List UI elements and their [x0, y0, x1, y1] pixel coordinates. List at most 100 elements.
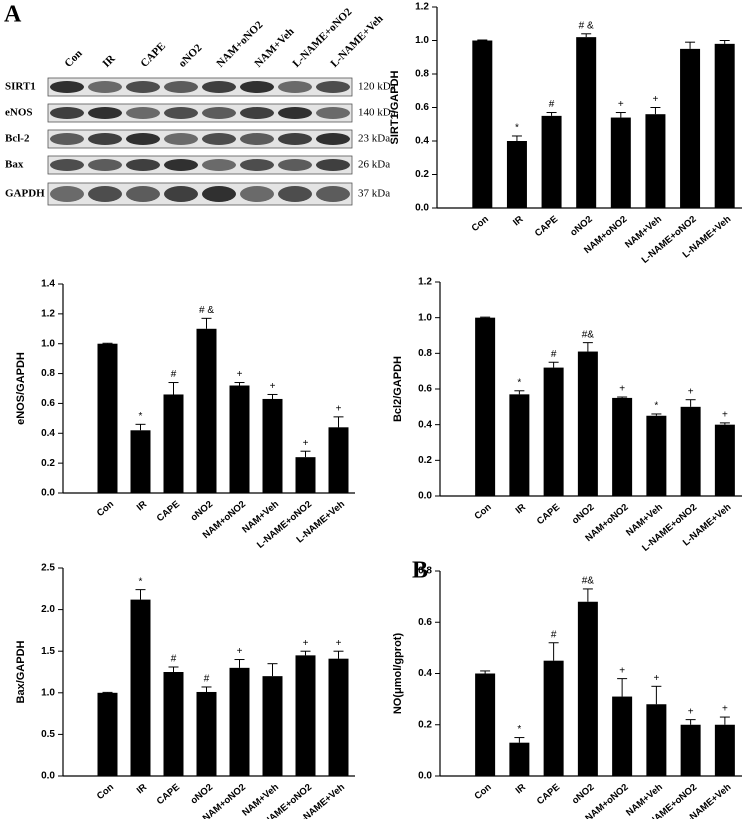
bar	[680, 724, 701, 776]
blot-strip	[47, 155, 353, 175]
bar	[328, 658, 349, 776]
bar	[576, 37, 597, 209]
bar	[328, 427, 349, 493]
significance-mark: +	[653, 673, 659, 684]
bar	[262, 676, 283, 776]
blot-band	[126, 133, 160, 145]
y-tick-label: 0.0	[41, 488, 55, 499]
band-label: Bcl-2	[5, 133, 30, 145]
significance-mark: # &	[199, 305, 214, 316]
blot-band	[316, 133, 350, 145]
bar	[130, 430, 151, 493]
significance-mark: *	[139, 411, 143, 422]
bar	[97, 343, 118, 493]
x-tick-label: CAPE	[155, 782, 182, 807]
significance-mark: +	[270, 381, 276, 392]
band-size: 37 kDa	[358, 188, 390, 200]
bar	[130, 599, 151, 776]
bar	[714, 43, 735, 208]
blot-band	[240, 186, 274, 202]
x-tick-label: Con	[95, 499, 116, 519]
x-tick-label: IR	[135, 782, 149, 797]
lane-label: oNO2	[176, 42, 204, 70]
blot-band	[316, 159, 350, 171]
bar	[506, 141, 527, 208]
blot-band	[202, 107, 236, 119]
bar	[295, 457, 316, 493]
bar	[229, 667, 250, 776]
bar	[295, 655, 316, 776]
bar	[475, 317, 496, 496]
bar	[475, 673, 496, 776]
band-size: 23 kDa	[358, 133, 390, 145]
bar	[541, 115, 562, 208]
bar	[543, 660, 564, 776]
x-tick-label: CAPE	[535, 502, 562, 527]
blot-band	[88, 159, 122, 171]
y-tick-label: 1.0	[41, 338, 55, 349]
significance-mark: #&	[582, 576, 595, 587]
x-tick-label: Con	[472, 502, 493, 522]
y-tick-label: 0.6	[418, 617, 432, 628]
y-tick-label: 1.0	[415, 35, 429, 46]
bar	[577, 351, 598, 496]
bar	[543, 367, 564, 496]
bar	[645, 114, 666, 208]
blot-band	[278, 107, 312, 119]
blot-band	[164, 107, 198, 119]
panel-label: A	[4, 2, 22, 28]
blot-strip	[47, 182, 353, 206]
bar	[714, 724, 735, 776]
bar	[714, 424, 735, 496]
blot-band	[126, 81, 160, 93]
blot-band	[278, 159, 312, 171]
blot-band	[278, 186, 312, 202]
y-tick-label: 1.2	[41, 308, 55, 319]
y-tick-label: 0.4	[415, 136, 429, 147]
significance-mark: +	[618, 99, 624, 110]
y-tick-label: 0.4	[418, 668, 432, 679]
blot-band	[202, 159, 236, 171]
x-tick-label: oNO2	[570, 502, 596, 527]
lane-label: IR	[100, 52, 118, 70]
band-label: GAPDH	[5, 188, 45, 200]
bar	[196, 328, 217, 493]
x-tick-label: oNO2	[189, 499, 215, 524]
band-size: 120 kDa	[358, 81, 396, 93]
band-label: Bax	[5, 159, 24, 171]
x-tick-label: IR	[514, 782, 528, 797]
y-axis-title: eNOS/GAPDH	[15, 352, 27, 425]
bar	[646, 704, 667, 776]
y-tick-label: 0.2	[418, 719, 432, 730]
y-axis-title: SIRT1/GAPDH	[389, 70, 401, 144]
blot-band	[50, 81, 84, 93]
blot-band	[240, 81, 274, 93]
bar	[612, 696, 633, 776]
significance-mark: # &	[579, 20, 594, 31]
blot-band	[316, 186, 350, 202]
blot-strip	[47, 77, 353, 97]
x-tick-label: CAPE	[155, 499, 182, 524]
y-tick-label: 0.2	[41, 458, 55, 469]
significance-mark: +	[237, 646, 243, 657]
y-tick-label: 0.6	[418, 384, 432, 395]
blot-band	[164, 133, 198, 145]
bar	[509, 742, 530, 776]
blot-strip	[47, 129, 353, 149]
lane-label: Con	[62, 48, 84, 70]
y-tick-label: 0.8	[418, 348, 432, 359]
bar	[612, 397, 633, 496]
x-tick-label: oNO2	[570, 782, 596, 807]
bar	[163, 672, 184, 776]
significance-mark: +	[336, 404, 342, 415]
significance-mark: *	[139, 576, 143, 587]
significance-mark: +	[688, 706, 694, 717]
y-tick-label: 0.2	[418, 455, 432, 466]
y-axis-title: Bcl2/GAPDH	[392, 356, 404, 422]
bar	[577, 601, 598, 776]
blot-band	[164, 186, 198, 202]
blot-band	[126, 159, 160, 171]
y-tick-label: 0.4	[41, 428, 55, 439]
significance-mark: #	[171, 369, 177, 380]
y-tick-label: 0.0	[418, 491, 432, 502]
